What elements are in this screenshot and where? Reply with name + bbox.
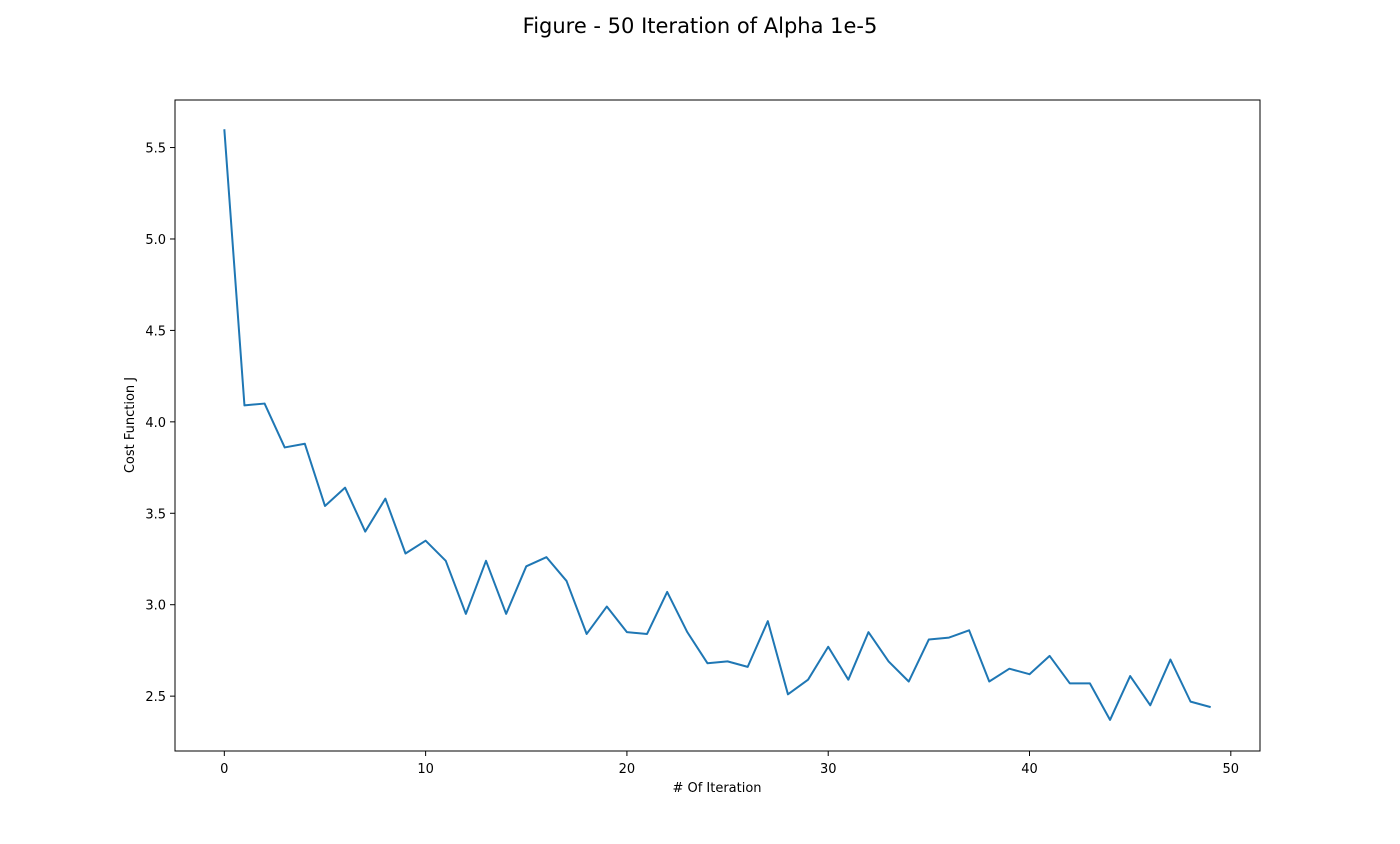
x-tick-label: 10: [417, 762, 434, 777]
x-axis: 0 10 20 30 40 50: [220, 751, 1239, 777]
plot-frame: [174, 99, 1261, 752]
y-tick-label: 5.5: [145, 142, 166, 157]
chart-title: Figure - 50 Iteration of Alpha 1e-5: [522, 14, 878, 38]
x-tick-label: 0: [220, 762, 228, 777]
x-axis-label: # Of Iteration: [672, 781, 761, 796]
x-tick-label: 40: [1021, 762, 1038, 777]
y-tick-label: 3.0: [145, 599, 166, 614]
x-tick-label: 20: [619, 762, 636, 777]
y-axis: 2.5 3.0 3.5 4.0 4.5 5.0 5.5: [145, 142, 175, 705]
y-tick-label: 5.0: [145, 233, 166, 248]
y-tick-label: 2.5: [145, 690, 166, 705]
y-tick-label: 3.5: [145, 507, 166, 522]
x-tick-label: 30: [820, 762, 837, 777]
y-axis-label: Cost Function J: [123, 377, 138, 473]
x-tick-label: 50: [1223, 762, 1240, 777]
series-line: [223, 129, 1211, 721]
plot-area: [174, 99, 1261, 752]
y-tick-label: 4.0: [145, 416, 166, 431]
y-tick-label: 4.5: [145, 324, 166, 339]
